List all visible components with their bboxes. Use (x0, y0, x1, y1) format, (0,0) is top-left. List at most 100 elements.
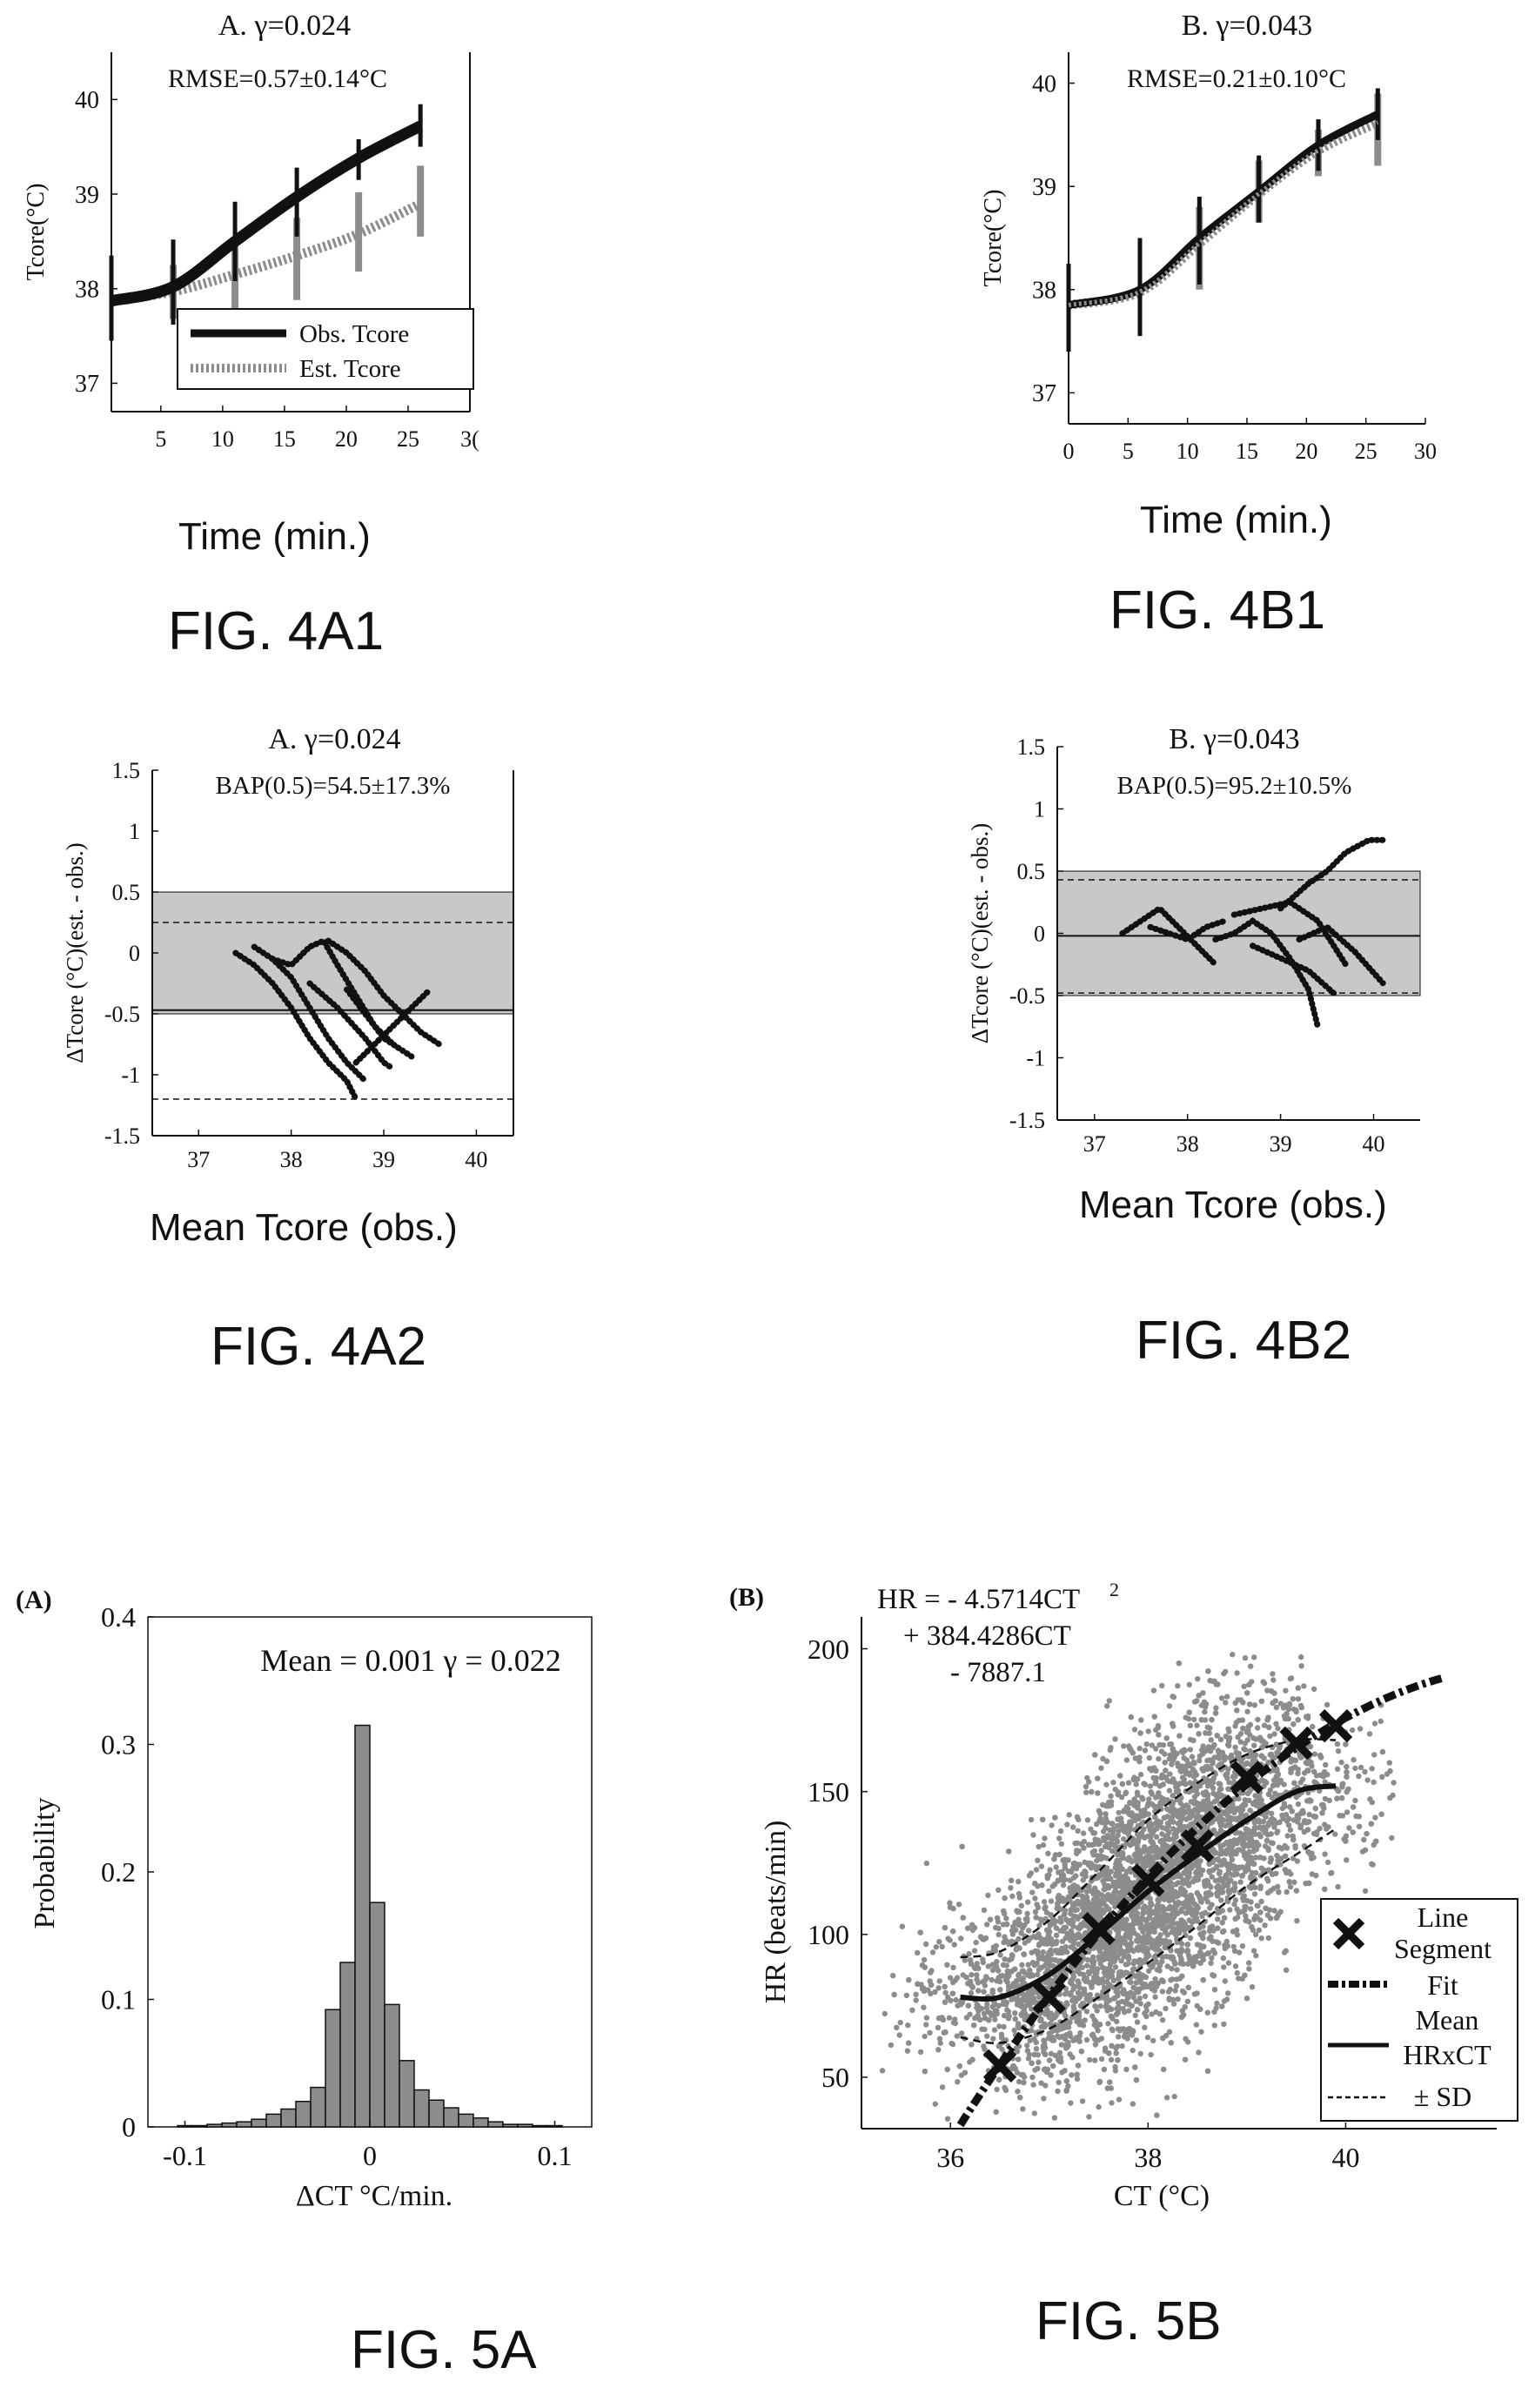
fig5b-scatter-point (1219, 1920, 1225, 1926)
fig5b-scatter-point (1231, 1902, 1237, 1908)
fig5b-scatter-point (1225, 1960, 1232, 1966)
fig5b-scatter-point (1136, 1995, 1143, 2002)
fig5b-scatter-point (1245, 1723, 1251, 1730)
fig5a-bar (413, 2089, 430, 2128)
fig5b-scatter-point (897, 2019, 903, 2026)
fig4a1-x-tick-label: 15 (273, 426, 296, 452)
fig5b-scatter-point (1271, 1908, 1277, 1914)
fig5b-scatter-point (1112, 1964, 1119, 1970)
fig5b-scatter-point (1119, 2042, 1125, 2049)
fig5b-scatter-point (1230, 1652, 1236, 1658)
fig5b-scatter-point (1116, 2000, 1122, 2006)
fig5b-scatter-point (1242, 1741, 1248, 1747)
fig5b-scatter-point (994, 1959, 1000, 1965)
fig5b-scatter-point (1239, 1813, 1245, 1819)
fig5b-scatter-point (1362, 1768, 1368, 1775)
fig5b-scatter-point (1247, 1808, 1253, 1814)
fig5b-scatter-point (1159, 1825, 1166, 1831)
fig4b2-track (1212, 916, 1321, 1030)
fig5b-scatter-point (968, 1989, 975, 1996)
fig5b-scatter-point (1351, 1757, 1357, 1763)
fig5b-scatter-point (1290, 1706, 1297, 1713)
fig5b-scatter-point (1222, 1945, 1228, 1952)
fig5b-scatter-point (1217, 1761, 1223, 1768)
fig5b-scatter-point (1136, 1759, 1143, 1765)
fig5b-scatter-point (1205, 1950, 1211, 1956)
fig5b-scatter-point (891, 1991, 897, 1998)
fig5b-scatter-point (1210, 1790, 1217, 1796)
fig5b-scatter-point (1137, 2001, 1143, 2007)
fig5b-scatter-point (1056, 1851, 1062, 1858)
fig5b-scatter-point (1038, 1863, 1045, 1869)
fig5b-scatter-point (1115, 1791, 1121, 1798)
fig5b-scatter-point (1020, 2106, 1026, 2112)
fig5b-scatter-point (1054, 1938, 1060, 1945)
fig5b-scatter-point (1137, 1771, 1144, 1778)
fig5b-scatter-point (1221, 2021, 1227, 2028)
fig5b-scatter-point (1251, 1654, 1257, 1660)
fig5b-scatter-point (1152, 1781, 1158, 1787)
fig5b-scatter-point (1317, 1772, 1324, 1778)
fig5b-scatter-point (1032, 1908, 1039, 1915)
fig5b-scatter-point (998, 2035, 1005, 2041)
fig4b2-y-tick-label: 1 (1034, 797, 1045, 822)
fig5b-scatter-point (1068, 2100, 1074, 2106)
fig5b-scatter-point (1037, 2016, 1044, 2022)
fig5b-scatter-point (1163, 1893, 1170, 1899)
fig4a1-y-tick-label: 38 (75, 277, 99, 304)
fig5b-scatter-point (1287, 1804, 1293, 1810)
fig5b-scatter-point (997, 1952, 1003, 1958)
fig4b1-y-tick-label: 40 (1032, 70, 1056, 97)
fig5b-scatter-point (989, 2003, 995, 2010)
fig5b-scatter-point (1335, 1883, 1341, 1890)
fig5b-scatter-point (1058, 2059, 1064, 2065)
fig5a-bar (191, 2124, 208, 2128)
fig5b-scatter-point (1110, 1828, 1116, 1835)
fig5b-scatter-point (1025, 1962, 1031, 1968)
fig5b-scatter-point (1001, 2023, 1007, 2030)
fig5b-scatter-point (913, 1991, 919, 1997)
fig5b-scatter-point (1096, 1808, 1103, 1814)
fig5b-scatter-point (936, 1939, 942, 1945)
fig5b-scatter-point (1064, 1821, 1070, 1828)
fig5b-scatter-point (1059, 1945, 1065, 1951)
fig5b-scatter-point (1168, 1977, 1174, 1983)
fig5b-scatter-point (1048, 1912, 1054, 1918)
fig5b-scatter-point (1129, 2002, 1135, 2009)
fig5b-scatter-point (1222, 1756, 1228, 1763)
fig5b-scatter-point (1352, 1765, 1358, 1772)
fig5b-scatter-point (1196, 1753, 1203, 1760)
fig5b-scatter-point (1022, 2010, 1029, 2016)
fig5b-scatter-point (1084, 1956, 1090, 1963)
fig5b-scatter-point (1163, 1735, 1170, 1741)
fig5b-scatter-point (1281, 1801, 1288, 1808)
fig5b-scatter-point (1166, 1778, 1172, 1785)
fig5b-scatter-point (899, 1923, 906, 1929)
fig5b-scatter-point (1182, 2056, 1189, 2063)
fig5b-scatter-point (1163, 2095, 1170, 2101)
fig5b-scatter-point (1089, 1964, 1096, 1970)
fig5b-scatter-point (1036, 1967, 1042, 1973)
fig5b-scatter-point (1149, 1742, 1156, 1748)
fig5b-scatter-point (1141, 1944, 1147, 1950)
fig5b-scatter-point (978, 2005, 984, 2012)
fig5b-scatter-point (1156, 1741, 1163, 1748)
fig5b-scatter-point (1064, 2044, 1070, 2050)
fig5b-scatter-point (1036, 1922, 1042, 1928)
fig5b-scatter-point (1100, 1952, 1106, 1958)
fig5b-scatter-point (909, 2007, 915, 2013)
fig5b-scatter-point (1009, 1996, 1015, 2002)
fig5b-scatter-point (1035, 1857, 1041, 1863)
fig5b-scatter-point (1073, 1914, 1080, 1920)
fig5b-scatter-point (1153, 1820, 1159, 1826)
fig5b-scatter-point (1101, 1908, 1108, 1915)
fig4a2-x-tick-label: 37 (187, 1147, 210, 1172)
fig5b-scatter-point (1223, 1700, 1229, 1706)
fig5b-scatter-point (1291, 1879, 1297, 1885)
fig5b-scatter-point (995, 2002, 1002, 2009)
fig5b-scatter-point (921, 1988, 928, 1994)
fig5a-x-axis-title: ΔCT °C/min. (296, 2180, 452, 2212)
fig5b-scatter-point (1083, 2036, 1090, 2043)
